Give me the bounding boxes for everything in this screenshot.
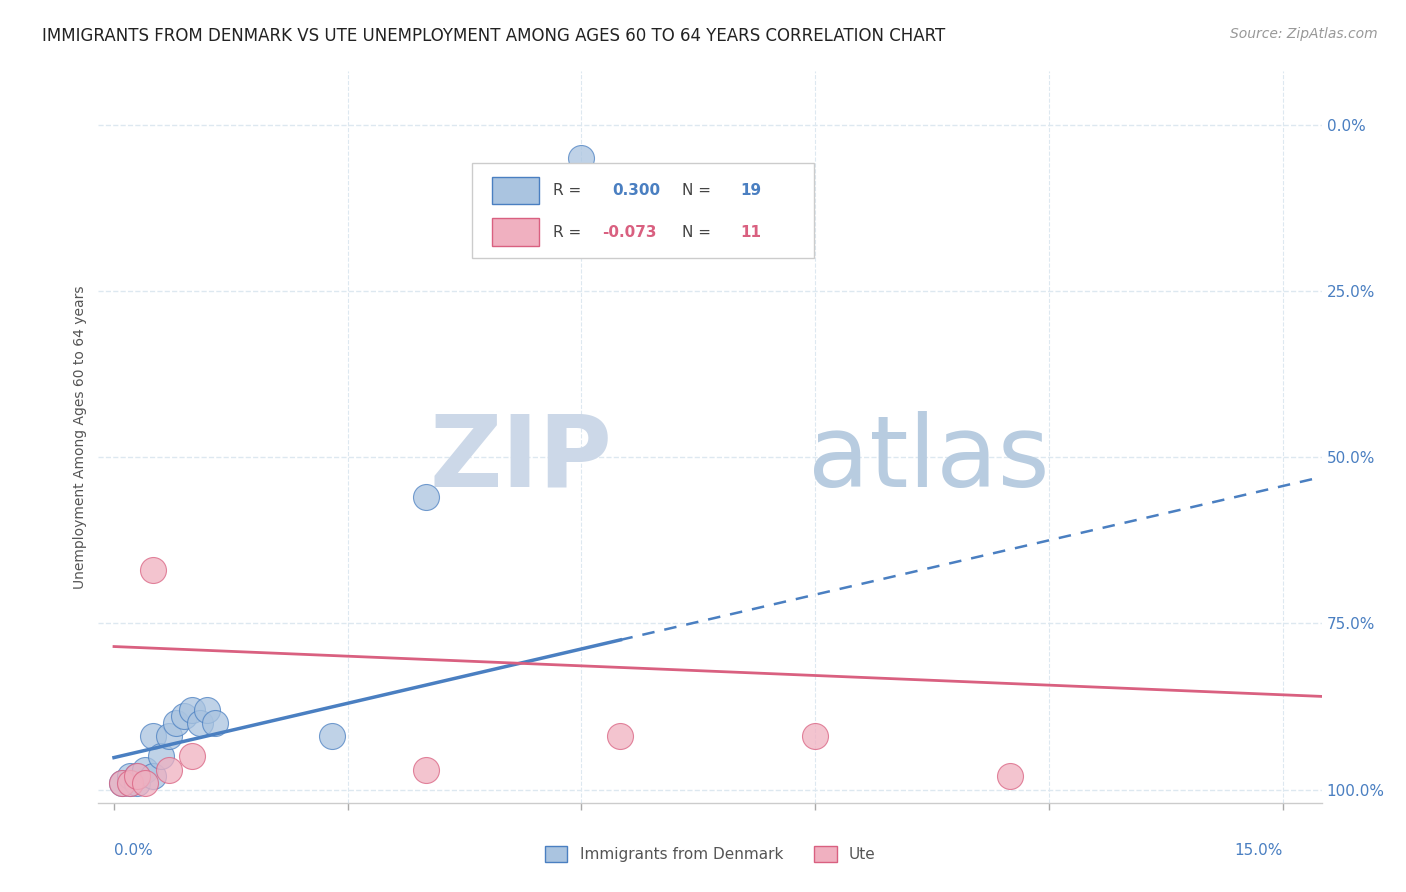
FancyBboxPatch shape xyxy=(492,177,538,204)
Point xyxy=(321,729,343,743)
Point xyxy=(804,729,827,743)
Point xyxy=(134,763,156,777)
Point xyxy=(180,749,202,764)
Text: N =: N = xyxy=(682,225,716,240)
Point xyxy=(127,769,149,783)
FancyBboxPatch shape xyxy=(471,162,814,258)
Point xyxy=(415,490,437,504)
Text: ZIP: ZIP xyxy=(429,410,612,508)
Point xyxy=(415,763,437,777)
Point xyxy=(197,703,219,717)
Point xyxy=(609,729,631,743)
Text: atlas: atlas xyxy=(808,410,1049,508)
Point xyxy=(180,703,202,717)
Point xyxy=(157,729,180,743)
Text: 11: 11 xyxy=(741,225,762,240)
Point xyxy=(142,729,165,743)
Point xyxy=(173,709,195,723)
Text: N =: N = xyxy=(682,183,716,198)
Point xyxy=(571,151,593,165)
Y-axis label: Unemployment Among Ages 60 to 64 years: Unemployment Among Ages 60 to 64 years xyxy=(73,285,87,589)
Text: R =: R = xyxy=(554,225,586,240)
Legend: Immigrants from Denmark, Ute: Immigrants from Denmark, Ute xyxy=(538,840,882,868)
Point xyxy=(127,769,149,783)
Point xyxy=(998,769,1021,783)
Point xyxy=(118,776,141,790)
Point xyxy=(127,776,149,790)
Text: 0.300: 0.300 xyxy=(612,183,661,198)
Point xyxy=(118,776,141,790)
Text: 19: 19 xyxy=(741,183,762,198)
Point xyxy=(188,716,211,731)
Point xyxy=(118,769,141,783)
Text: Source: ZipAtlas.com: Source: ZipAtlas.com xyxy=(1230,27,1378,41)
Point xyxy=(149,749,172,764)
Point xyxy=(142,769,165,783)
Text: 0.0%: 0.0% xyxy=(114,843,153,858)
Text: R =: R = xyxy=(554,183,586,198)
Point xyxy=(157,763,180,777)
FancyBboxPatch shape xyxy=(492,219,538,246)
Point xyxy=(134,776,156,790)
Point xyxy=(204,716,226,731)
Point xyxy=(165,716,187,731)
Text: IMMIGRANTS FROM DENMARK VS UTE UNEMPLOYMENT AMONG AGES 60 TO 64 YEARS CORRELATIO: IMMIGRANTS FROM DENMARK VS UTE UNEMPLOYM… xyxy=(42,27,945,45)
Point xyxy=(142,563,165,577)
Text: -0.073: -0.073 xyxy=(602,225,657,240)
Point xyxy=(111,776,134,790)
Text: 15.0%: 15.0% xyxy=(1234,843,1282,858)
Point xyxy=(111,776,134,790)
